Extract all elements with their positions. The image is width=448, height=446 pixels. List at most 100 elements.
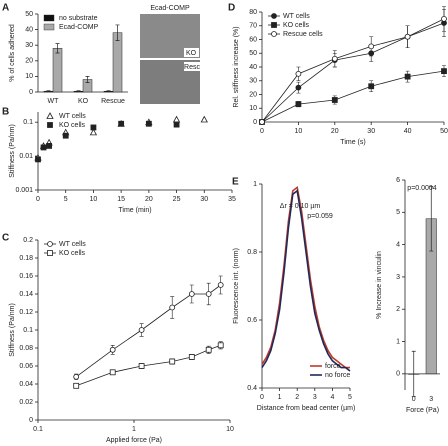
x-tick-label: 20: [145, 196, 153, 203]
marker: [73, 373, 80, 380]
error-bar: [55, 43, 60, 54]
y-tick-label: 0.04: [19, 381, 33, 388]
legend-label: force: [325, 363, 341, 370]
x-axis-label: Time (min): [118, 207, 151, 214]
legend-label: WT cells: [283, 13, 310, 20]
marker: [169, 304, 176, 311]
x-tick-label: 35: [228, 196, 236, 203]
marker: [138, 327, 145, 333]
marker: [40, 144, 47, 151]
legend-label: Ecad-COMP: [59, 24, 99, 31]
y-tick-label: 1: [253, 181, 257, 188]
y-tick-label: 30: [25, 42, 33, 49]
marker: [295, 101, 302, 108]
y-tick-label: 0.2: [23, 237, 33, 244]
y-tick-label: 70: [249, 23, 257, 30]
error-bar: [76, 90, 81, 93]
error-bar: [115, 24, 120, 41]
y-axis-label: Rel. stiffness increase (%): [233, 26, 240, 107]
y-tick-label: 6: [396, 177, 400, 184]
y-tick-label: 50: [25, 11, 33, 18]
image-title: Ecad-COMP: [150, 5, 190, 12]
y-tick-label: 0.12: [19, 309, 33, 316]
legend-swatch: [43, 23, 55, 31]
y-tick-label: 5: [396, 209, 400, 216]
marker: [205, 346, 212, 353]
x-tick-label: 20: [331, 128, 339, 135]
marker: [109, 346, 116, 353]
y-tick-label: 40: [249, 64, 257, 71]
y-tick-label: 50: [249, 50, 257, 57]
legend-label: KO cells: [283, 22, 310, 29]
panel-letter: B: [2, 107, 9, 118]
marker: [331, 55, 338, 62]
image-label: KO: [186, 50, 197, 57]
marker: [118, 120, 125, 127]
image-tag-bg: [184, 48, 199, 57]
marker: [295, 70, 302, 77]
y-tick-label: 0.02: [19, 399, 33, 406]
x-tick-label: 0: [412, 396, 416, 403]
y-tick-label: 20: [25, 58, 33, 65]
x-tick-label: 2: [295, 394, 299, 401]
y-tick-label: 0.06: [19, 363, 33, 370]
y-tick-label: 0.6: [247, 317, 257, 324]
marker: [200, 115, 208, 123]
x-tick-label: 30: [367, 128, 375, 135]
y-tick-label: 0.14: [19, 291, 33, 298]
error-bar: [411, 350, 416, 397]
x-tick-label: 1: [278, 394, 282, 401]
error-bar: [46, 90, 51, 93]
x-tick-label: Rescue: [101, 98, 125, 105]
legend-marker: [271, 13, 277, 19]
line: [261, 185, 350, 369]
y-tick-label: 3: [396, 274, 400, 281]
marker: [35, 156, 41, 163]
legend-label: Rescue cells: [283, 31, 323, 38]
y-tick-label: 20: [249, 91, 257, 98]
annotation: p=0.059: [307, 213, 333, 220]
y-tick-label: 0: [396, 371, 400, 378]
y-axis-label: Stiffness (Pa/nm): [9, 124, 16, 178]
marker: [89, 128, 98, 136]
legend-label: no force: [325, 372, 350, 379]
x-tick-label: 25: [173, 196, 181, 203]
x-tick-label: 10: [226, 426, 234, 433]
legend-marker: [47, 250, 53, 256]
marker: [295, 84, 302, 91]
marker: [217, 282, 224, 288]
legend-label: no substrate: [59, 15, 98, 22]
image-label: Resc: [184, 64, 200, 71]
marker: [188, 354, 195, 360]
marker: [331, 97, 338, 103]
line: [75, 284, 221, 378]
marker: [109, 369, 116, 376]
marker: [172, 115, 181, 123]
legend-marker: [47, 122, 53, 128]
panel-letter: C: [2, 233, 9, 244]
x-axis-label: Force (Pa): [406, 407, 439, 414]
x-tick-label: 3: [429, 396, 433, 403]
y-tick-label: 2: [396, 306, 400, 313]
y-tick-label: 0: [29, 417, 33, 424]
panel-letter: D: [228, 3, 235, 14]
y-tick-label: 0.1: [23, 327, 33, 334]
y-tick-label: 40: [25, 26, 33, 33]
y-tick-label: 0.001: [15, 187, 33, 194]
y-tick-label: 10: [249, 105, 257, 112]
error-bar: [106, 90, 111, 93]
y-tick-label: 0.4: [247, 385, 257, 392]
marker: [145, 120, 152, 127]
marker: [259, 119, 265, 125]
line: [261, 22, 445, 123]
legend-marker: [47, 241, 53, 247]
marker: [368, 83, 375, 90]
legend-marker: [271, 31, 277, 37]
line: [76, 344, 221, 387]
marker: [441, 68, 447, 75]
legend-swatch: [43, 14, 55, 22]
y-tick-label: 1: [396, 338, 400, 345]
marker: [169, 358, 176, 365]
panel-letter: E: [232, 177, 239, 188]
